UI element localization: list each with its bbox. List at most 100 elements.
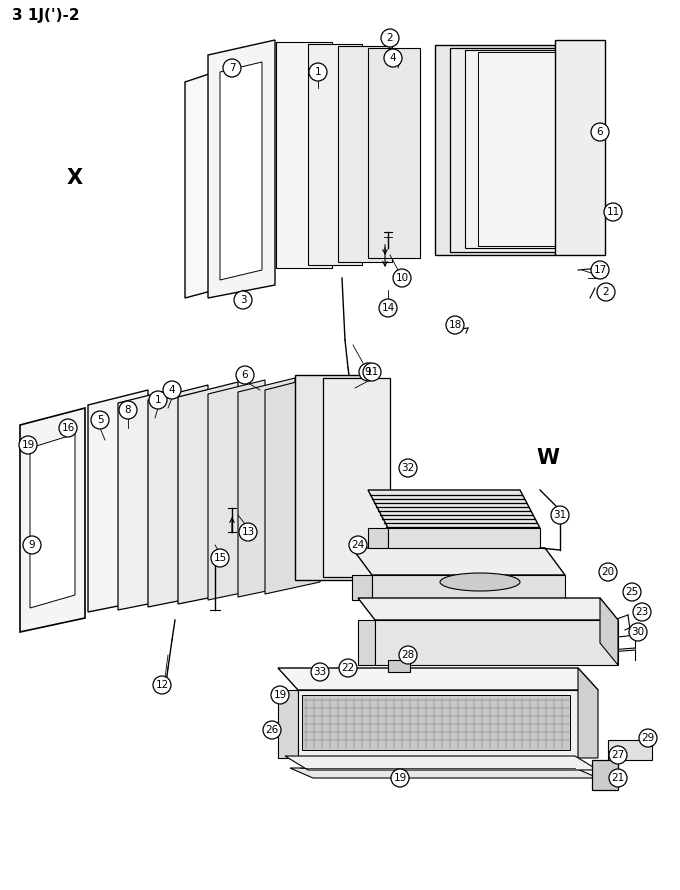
Text: 12: 12 xyxy=(155,680,169,690)
Polygon shape xyxy=(352,575,372,600)
Polygon shape xyxy=(238,378,295,597)
Polygon shape xyxy=(20,408,85,632)
Circle shape xyxy=(599,563,617,581)
Text: 9: 9 xyxy=(29,540,35,550)
Text: 9: 9 xyxy=(364,367,371,377)
Text: 5: 5 xyxy=(97,415,103,425)
Circle shape xyxy=(91,411,109,429)
Text: 6: 6 xyxy=(596,127,603,137)
Text: 25: 25 xyxy=(626,587,639,597)
Circle shape xyxy=(211,549,229,567)
Circle shape xyxy=(153,676,171,694)
Circle shape xyxy=(399,459,417,477)
Circle shape xyxy=(349,536,367,554)
Circle shape xyxy=(591,123,609,141)
Text: 11: 11 xyxy=(607,207,619,217)
Polygon shape xyxy=(298,690,578,758)
Text: 8: 8 xyxy=(124,405,131,415)
Circle shape xyxy=(597,283,615,301)
Text: 13: 13 xyxy=(241,527,254,537)
Text: 28: 28 xyxy=(401,650,415,660)
Text: 27: 27 xyxy=(611,750,625,760)
Circle shape xyxy=(604,203,622,221)
Polygon shape xyxy=(478,52,590,246)
Ellipse shape xyxy=(440,573,520,591)
Text: 2: 2 xyxy=(387,33,393,43)
Circle shape xyxy=(59,419,77,437)
Circle shape xyxy=(609,746,627,764)
Polygon shape xyxy=(435,45,555,255)
Circle shape xyxy=(633,603,651,621)
Polygon shape xyxy=(592,760,618,790)
Circle shape xyxy=(551,506,569,524)
Polygon shape xyxy=(450,48,568,252)
Text: 33: 33 xyxy=(313,667,326,677)
Polygon shape xyxy=(308,44,362,265)
Polygon shape xyxy=(375,620,618,665)
Text: X: X xyxy=(67,168,83,188)
Polygon shape xyxy=(358,620,375,665)
Text: 2: 2 xyxy=(602,287,609,297)
Text: 16: 16 xyxy=(61,423,75,433)
Text: 17: 17 xyxy=(594,265,607,275)
Text: 4: 4 xyxy=(169,385,175,395)
Circle shape xyxy=(399,646,417,664)
Text: 19: 19 xyxy=(393,773,407,783)
Circle shape xyxy=(379,299,397,317)
Circle shape xyxy=(309,63,327,81)
Polygon shape xyxy=(185,72,215,298)
Circle shape xyxy=(359,363,377,381)
Circle shape xyxy=(391,769,409,787)
Polygon shape xyxy=(388,528,540,548)
Polygon shape xyxy=(368,48,420,258)
Text: 15: 15 xyxy=(214,553,226,563)
Text: 6: 6 xyxy=(241,370,248,380)
Circle shape xyxy=(119,401,137,419)
Circle shape xyxy=(239,523,257,541)
Polygon shape xyxy=(265,376,320,594)
Polygon shape xyxy=(368,528,388,548)
Polygon shape xyxy=(118,388,178,610)
Polygon shape xyxy=(278,668,598,690)
Text: 21: 21 xyxy=(611,773,625,783)
Circle shape xyxy=(263,721,281,739)
Polygon shape xyxy=(295,375,370,580)
Circle shape xyxy=(271,686,289,704)
Polygon shape xyxy=(290,768,598,778)
Polygon shape xyxy=(368,490,540,528)
Text: 31: 31 xyxy=(554,510,566,520)
Polygon shape xyxy=(208,40,275,298)
Text: 19: 19 xyxy=(21,440,35,450)
Text: 18: 18 xyxy=(448,320,462,330)
Polygon shape xyxy=(302,695,570,750)
Circle shape xyxy=(149,391,167,409)
Text: 11: 11 xyxy=(365,367,379,377)
Text: 3 1J(')-2: 3 1J(')-2 xyxy=(12,8,80,23)
Circle shape xyxy=(639,729,657,747)
Polygon shape xyxy=(323,378,390,577)
Polygon shape xyxy=(276,42,332,268)
Circle shape xyxy=(393,269,411,287)
Circle shape xyxy=(234,291,252,309)
Circle shape xyxy=(23,536,41,554)
Polygon shape xyxy=(178,382,238,604)
Text: W: W xyxy=(537,448,560,468)
Text: 29: 29 xyxy=(641,733,655,743)
Circle shape xyxy=(384,49,402,67)
Polygon shape xyxy=(465,50,580,248)
Polygon shape xyxy=(220,62,262,280)
Circle shape xyxy=(591,261,609,279)
Text: 30: 30 xyxy=(632,627,645,637)
Text: 26: 26 xyxy=(265,725,279,735)
Polygon shape xyxy=(88,390,148,612)
Polygon shape xyxy=(578,668,598,758)
Polygon shape xyxy=(372,575,565,600)
Polygon shape xyxy=(208,380,265,600)
Text: 14: 14 xyxy=(381,303,394,313)
Text: 24: 24 xyxy=(352,540,364,550)
Polygon shape xyxy=(608,740,652,760)
Text: 3: 3 xyxy=(239,295,246,305)
Text: 7: 7 xyxy=(228,63,235,73)
Circle shape xyxy=(446,316,464,334)
Text: 19: 19 xyxy=(273,690,287,700)
